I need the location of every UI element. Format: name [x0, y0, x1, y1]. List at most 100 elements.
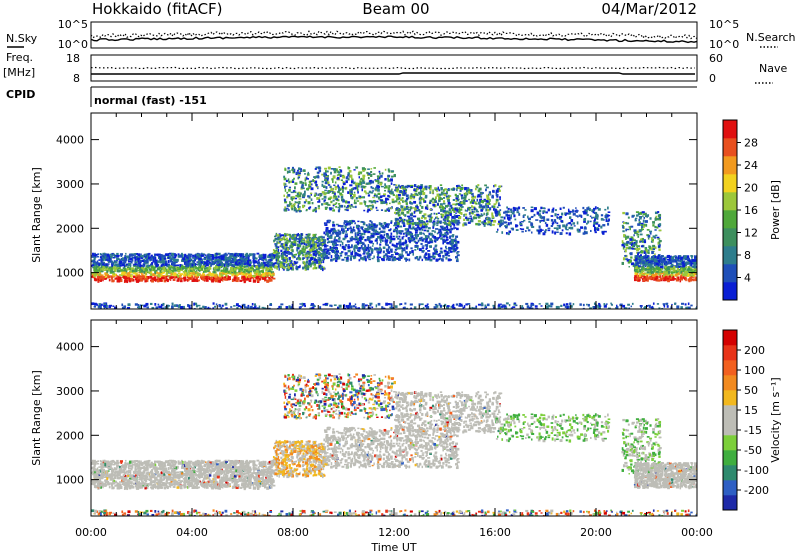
- power-cell: [388, 223, 390, 225]
- power-cell: [453, 211, 455, 212]
- power-cell: [415, 242, 418, 244]
- power-cell: [297, 205, 299, 208]
- power-cell: [279, 241, 281, 243]
- power-cell: [388, 207, 390, 210]
- power-cell: [653, 235, 655, 237]
- power-cell: [362, 167, 365, 170]
- power-cell: [290, 264, 292, 267]
- power-cell: [112, 254, 115, 256]
- power-cell: [499, 215, 501, 217]
- power-cell: [466, 210, 468, 212]
- power-cell: [497, 206, 499, 208]
- power-cell: [359, 180, 361, 182]
- power-cell: [388, 187, 390, 189]
- power-cell: [241, 264, 242, 267]
- power-cell: [596, 227, 598, 229]
- power-cell: [237, 253, 239, 255]
- power-cell: [310, 244, 312, 247]
- power-cell: [301, 186, 303, 188]
- power-cell: [253, 275, 256, 277]
- power-cell: [461, 197, 464, 199]
- power-cell: [212, 261, 214, 264]
- power-cell: [478, 216, 480, 218]
- power-cell: [314, 265, 315, 268]
- power-cell: [156, 264, 159, 267]
- power-cell: [453, 188, 455, 190]
- power-cell: [212, 257, 214, 260]
- power-cell: [439, 237, 441, 239]
- power-cell: [451, 219, 452, 222]
- power-cell: [324, 248, 326, 250]
- power-cell: [521, 221, 524, 222]
- power-cell: [270, 254, 273, 256]
- power-cell: [394, 212, 396, 214]
- power-cell: [658, 249, 660, 251]
- power-cell: [455, 212, 457, 214]
- power-cell: [425, 196, 427, 198]
- power-cell: [430, 233, 433, 236]
- power-cell: [291, 192, 294, 193]
- power-cell: [197, 273, 200, 276]
- power-cell: [336, 168, 338, 171]
- power-cell: [333, 176, 336, 179]
- power-cell: [294, 208, 296, 211]
- power-cell: [515, 224, 518, 227]
- power-cell: [502, 220, 503, 223]
- power-cell: [473, 211, 476, 213]
- power-cell: [544, 231, 546, 234]
- power-cell: [396, 236, 398, 238]
- power-cell: [383, 256, 386, 258]
- power-cell: [192, 264, 194, 267]
- power-cell: [323, 260, 325, 263]
- power-cell: [630, 226, 633, 228]
- power-cell: [425, 253, 427, 256]
- power-cell: [585, 232, 587, 234]
- power-cell: [263, 277, 266, 280]
- power-cell: [280, 245, 282, 247]
- power-cell: [483, 200, 485, 202]
- power-cell: [312, 179, 314, 182]
- power-cell: [591, 217, 593, 219]
- power-cell: [640, 234, 643, 236]
- power-cell: [330, 259, 333, 262]
- power-cell: [239, 254, 242, 257]
- power-cell: [436, 191, 438, 193]
- power-cell: [103, 258, 105, 261]
- power-cell: [307, 238, 309, 241]
- power-cell: [449, 236, 451, 239]
- power-cell: [95, 279, 97, 282]
- power-cell: [395, 200, 398, 202]
- power-cell: [398, 236, 400, 238]
- power-cell: [457, 241, 459, 244]
- power-cell: [512, 210, 515, 212]
- power-cell: [560, 220, 563, 222]
- power-cell: [432, 204, 435, 207]
- power-cell: [422, 229, 424, 231]
- power-cell: [201, 254, 204, 257]
- power-cell: [144, 262, 146, 264]
- power-cell: [206, 279, 209, 282]
- power-cell: [227, 271, 229, 274]
- power-cell: [296, 172, 299, 174]
- power-cell: [267, 262, 270, 264]
- power-cell: [449, 205, 452, 208]
- power-cell: [92, 276, 93, 278]
- power-cell: [138, 253, 140, 256]
- power-cell: [308, 260, 311, 262]
- power-cell: [551, 211, 554, 213]
- power-cell: [478, 220, 481, 222]
- power-cell: [534, 214, 536, 216]
- power-cell: [379, 257, 381, 259]
- cpid-mode: normal (fast) -151: [94, 94, 207, 107]
- power-cell: [456, 223, 458, 226]
- power-cell: [597, 222, 599, 223]
- power-cell: [328, 252, 330, 255]
- power-cell: [424, 233, 425, 235]
- power-cell: [111, 278, 113, 280]
- power-cell: [403, 225, 405, 227]
- power-cell: [276, 268, 277, 270]
- power-cell: [368, 177, 370, 179]
- power-cell: [407, 216, 410, 218]
- power-cell: [178, 268, 181, 270]
- power-cell: [438, 200, 441, 202]
